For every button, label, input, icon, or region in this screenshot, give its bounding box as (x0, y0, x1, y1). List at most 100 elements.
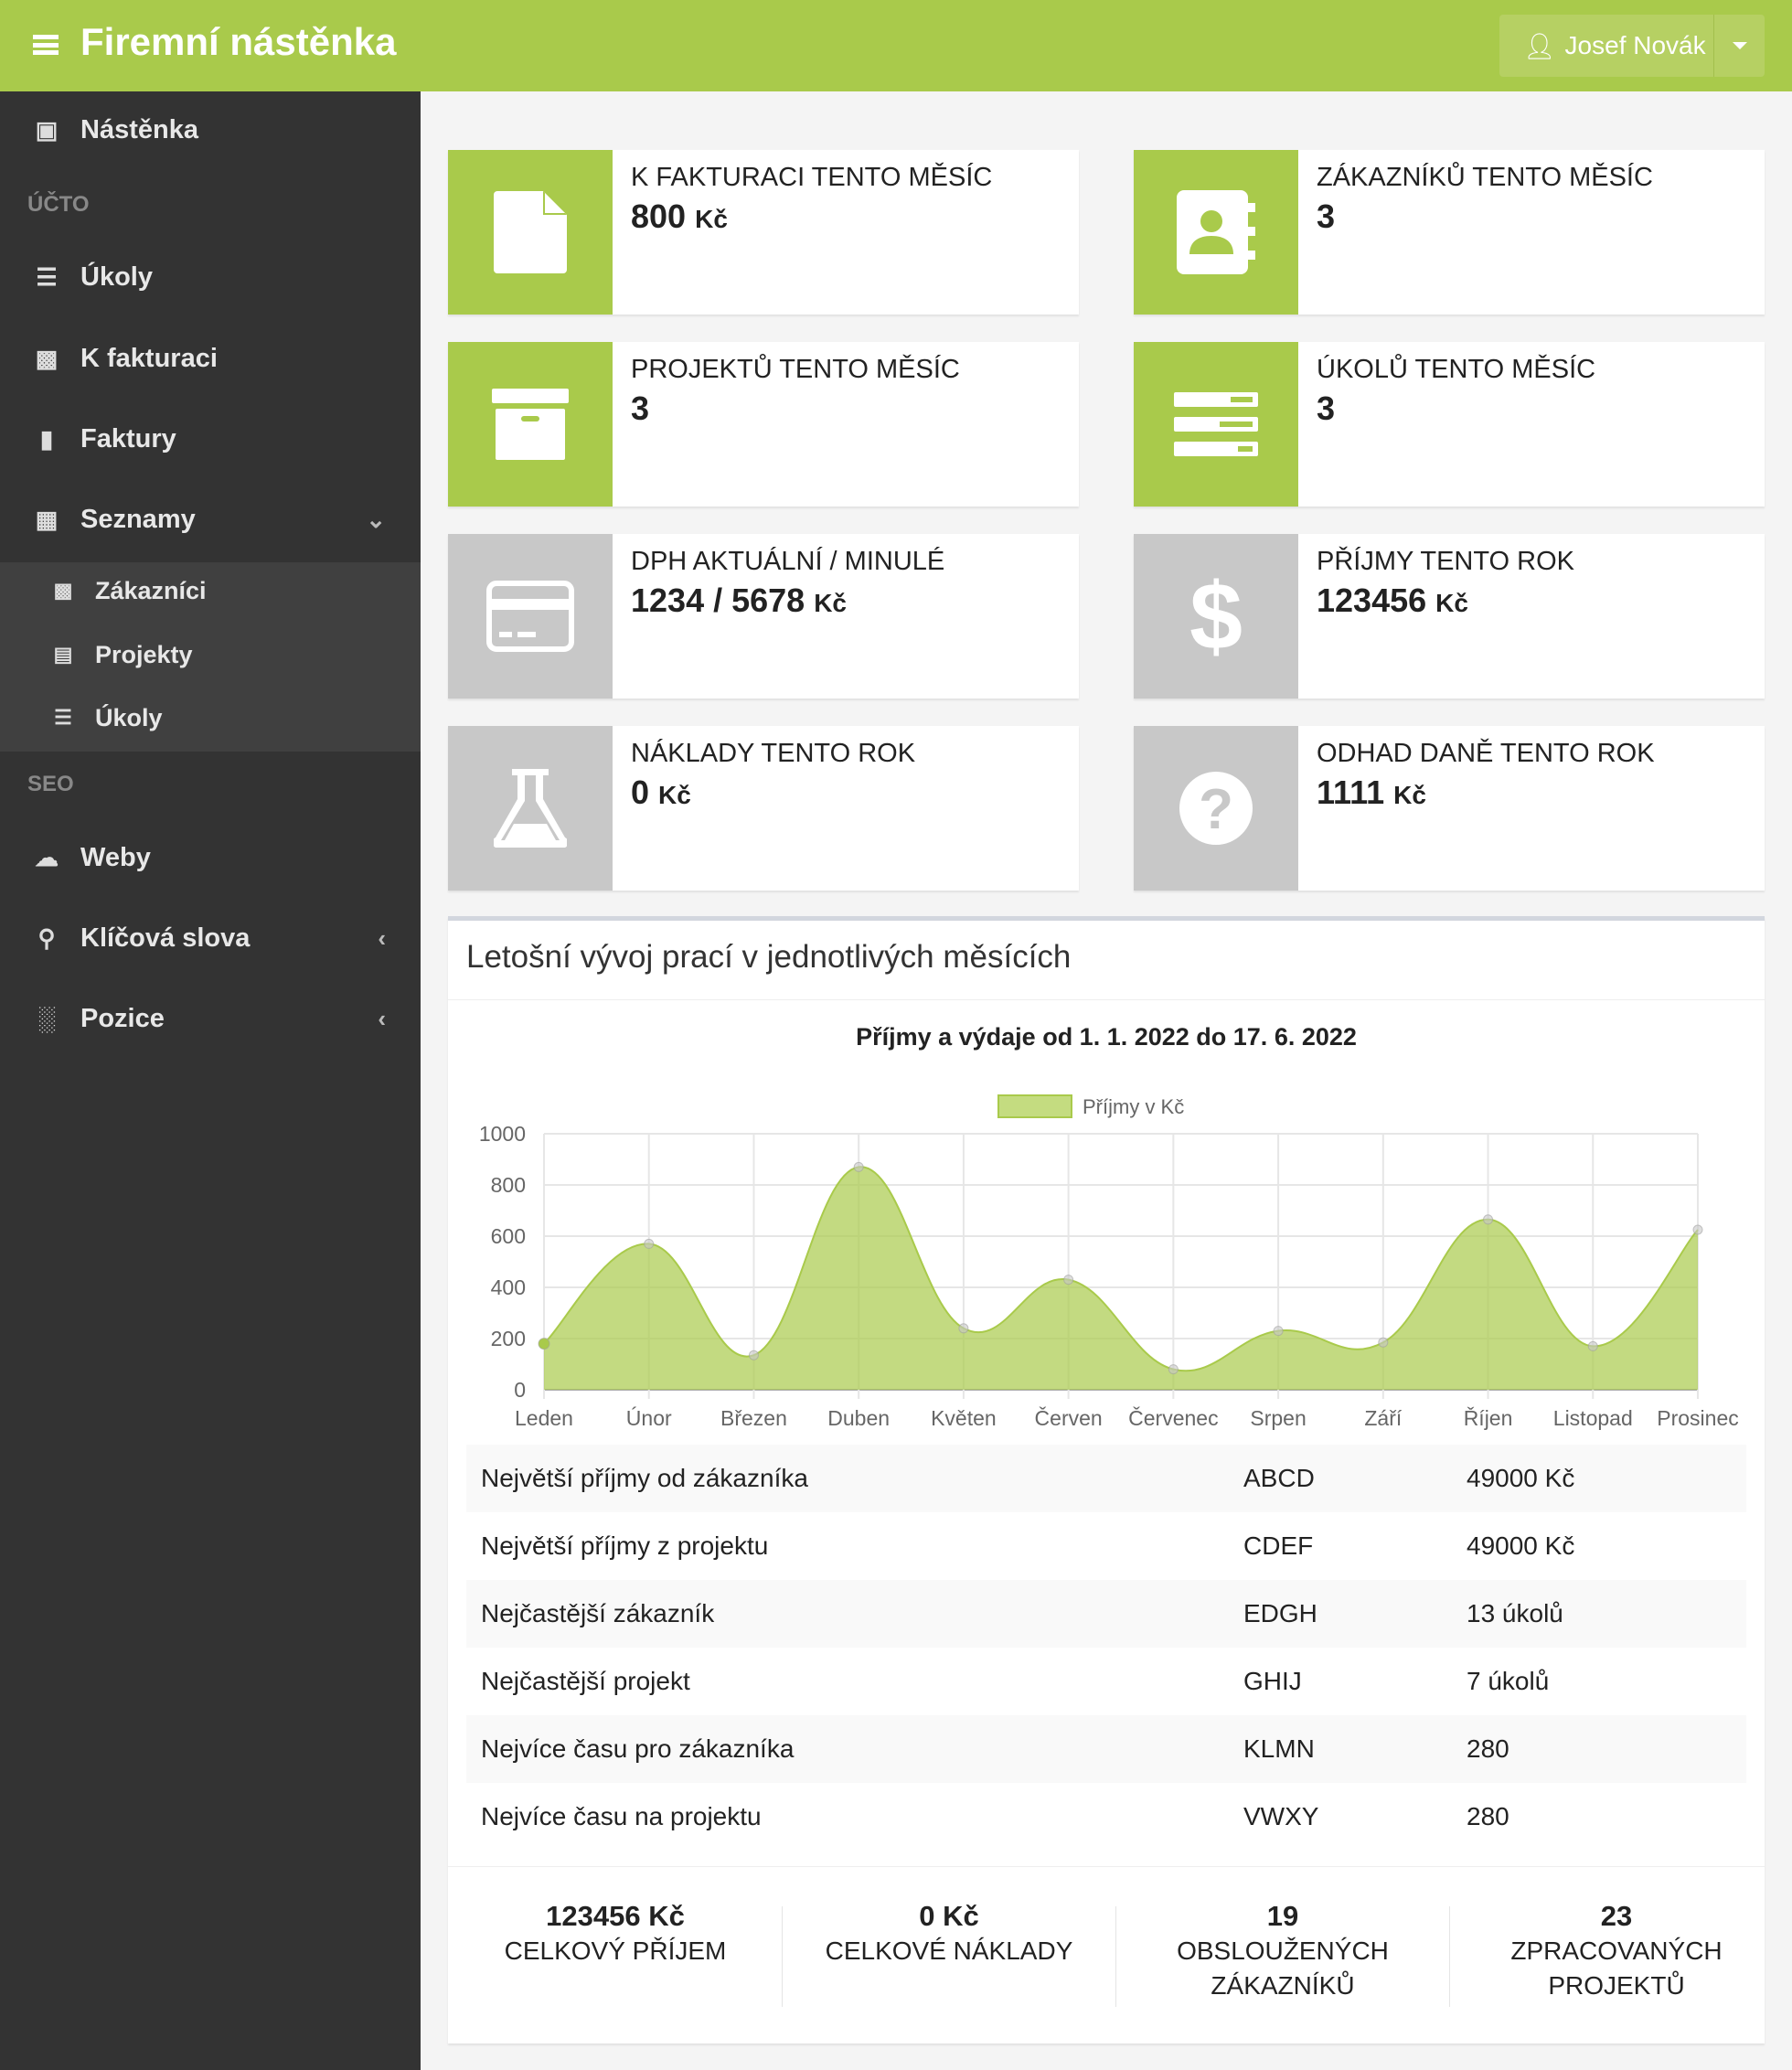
sidebar-item-nastenka[interactable]: ▣ Nástěnka (0, 102, 421, 157)
sidebar-item-label: Pozice (80, 1003, 165, 1033)
user-menu[interactable]: 👤︎ Josef Novák (1499, 15, 1765, 77)
file-icon (448, 150, 613, 315)
info-box: $ PŘÍJMY TENTO ROK 123456 Kč (1134, 534, 1765, 699)
stat-value: 123456 Kč (546, 1900, 685, 1932)
info-box: ? ODHAD DANĚ TENTO ROK 1111 Kč (1134, 726, 1765, 891)
info-box: NÁKLADY TENTO ROK 0 Kč (448, 726, 1079, 891)
x-tick-label: Květen (931, 1406, 997, 1430)
info-box: K FAKTURACI TENTO MĚSÍC 800 Kč (448, 150, 1079, 315)
list-card-icon: ▦ (35, 505, 59, 533)
table-row: Největší příjmy z projektu CDEF 49000 Kč (466, 1512, 1746, 1580)
y-tick-label: 0 (514, 1378, 526, 1402)
y-tick-label: 600 (491, 1224, 526, 1248)
y-tick-label: 800 (491, 1173, 526, 1197)
row-name: CDEF (1243, 1531, 1314, 1560)
file-icon: ▮ (39, 424, 54, 453)
row-label: Nejvíce času na projektu (481, 1802, 762, 1830)
sidebar-item-pozice[interactable]: ░ Pozice ‹ (0, 991, 421, 1046)
cloud-icon: ☁ (35, 843, 59, 871)
sidebar-item-ukoly[interactable]: ☰ Úkoly (0, 250, 421, 304)
x-tick-label: Únor (626, 1406, 672, 1430)
stat-label: OBSLOUŽENÝCH ZÁKAZNÍKŮ (1177, 1937, 1389, 2000)
credit-card-icon (448, 534, 613, 699)
row-label: Nejvíce času pro zákazníka (481, 1734, 795, 1763)
user-dropdown-toggle[interactable] (1713, 15, 1765, 77)
x-tick-label: Srpen (1250, 1406, 1306, 1430)
income-chart: Příjmy v Kč 0 200 400 600 800 1000 Leden Únor Bře… (479, 1094, 1739, 1430)
info-box-label: DPH AKTUÁLNÍ / MINULÉ (631, 547, 945, 576)
sidebar-item-label: Faktury (80, 423, 176, 453)
sidebar-item-projekty[interactable]: ▤ Projekty (0, 627, 421, 682)
x-tick-label: Prosinec (1657, 1406, 1738, 1430)
tasks-icon (1134, 342, 1298, 507)
info-box-value: 3 (631, 389, 650, 427)
slideshare-icon: ▣ (35, 115, 59, 144)
stat-value: 0 Kč (919, 1900, 979, 1932)
table-row: Nejčastější projekt GHIJ 7 úkolů (466, 1648, 1746, 1715)
y-tick-label: 1000 (479, 1122, 526, 1146)
sidebar-item-zakaznici[interactable]: ▩ Zákazníci (0, 563, 421, 618)
info-box-label: NÁKLADY TENTO ROK (631, 739, 916, 768)
sidebar-item-weby[interactable]: ☁ Weby (0, 830, 421, 885)
stat-label: CELKOVÝ PŘÍJEM (504, 1937, 727, 1965)
stats-panel: Letošní vývoj prací v jednotlivých měsíc… (448, 916, 1765, 2043)
sidebar-item-faktury[interactable]: ▮ Faktury (0, 411, 421, 466)
summary-stat: 123456 Kč CELKOVÝ PŘÍJEM (451, 1899, 780, 1969)
sidebar-item-label: Nástěnka (80, 114, 198, 144)
x-tick-label: Červen (1035, 1405, 1103, 1430)
data-point (644, 1238, 655, 1249)
sidebar-item-klicova-slova[interactable]: ⚲ Klíčová slova ‹ (0, 911, 421, 966)
data-point (1692, 1224, 1703, 1235)
sidebar-item-seznamy[interactable]: ▦ Seznamy ⌄ (0, 492, 421, 547)
info-box-value: 0 Kč (631, 774, 691, 811)
panel-title: Letošní vývoj prací v jednotlivých měsíc… (466, 939, 1072, 975)
row-label: Největší příjmy z projektu (481, 1531, 769, 1560)
chevron-down-icon: ⌄ (366, 505, 386, 533)
info-box-value: 123456 Kč (1317, 582, 1468, 619)
data-point (1273, 1326, 1284, 1337)
info-box: ZÁKAZNÍKŮ TENTO MĚSÍC 3 (1134, 150, 1765, 315)
x-tick-label: Duben (827, 1406, 890, 1430)
contact-icon: ▩ (53, 579, 73, 602)
info-box-value: 1234 / 5678 Kč (631, 582, 847, 619)
question-icon: ? (1134, 726, 1298, 891)
series-line (543, 1166, 1699, 1372)
table-row: Nejvíce času pro zákazníka KLMN 280 (466, 1715, 1746, 1783)
stat-label: ZPRACOVANÝCH PROJEKTŮ (1510, 1937, 1723, 2000)
dollar-icon: $ (1134, 534, 1298, 699)
svg-text:?: ? (1199, 778, 1233, 841)
data-point (1063, 1275, 1074, 1286)
row-label: Nejčastější projekt (481, 1667, 690, 1695)
sidebar-item-ukoly-sub[interactable]: ☰ Úkoly (0, 690, 421, 745)
info-box: DPH AKTUÁLNÍ / MINULÉ 1234 / 5678 Kč (448, 534, 1079, 699)
row-name: GHIJ (1243, 1667, 1302, 1695)
info-box-value: 3 (1317, 197, 1336, 235)
app-title[interactable]: Firemní nástěnka (80, 20, 397, 63)
info-box-label: K FAKTURACI TENTO MĚSÍC (631, 163, 993, 192)
chevron-left-icon: ‹ (378, 923, 386, 952)
info-box: PROJEKTŮ TENTO MĚSÍC 3 (448, 342, 1079, 507)
flask-icon (448, 726, 613, 891)
row-value: 13 úkolů (1467, 1599, 1563, 1627)
data-point (538, 1338, 550, 1350)
stat-value: 19 (1266, 1900, 1299, 1932)
row-value: 280 (1467, 1802, 1509, 1830)
chevron-left-icon: ‹ (378, 1004, 386, 1032)
info-box: ÚKOLŮ TENTO MĚSÍC 3 (1134, 342, 1765, 507)
sidebar-item-label: Zákazníci (95, 576, 207, 604)
stat-label: CELKOVÉ NÁKLADY (825, 1937, 1073, 1965)
tasks-icon: ☰ (54, 706, 72, 729)
legend-label: Příjmy v Kč (1083, 1095, 1184, 1118)
data-point (1587, 1340, 1598, 1351)
table-row: Nejvíce času na projektu VWXY 280 (466, 1783, 1746, 1851)
x-tick-label: Červenec (1128, 1405, 1218, 1430)
row-value: 49000 Kč (1467, 1464, 1575, 1492)
sidebar-item-k-fakturaci[interactable]: ▩ K fakturaci (0, 331, 421, 386)
info-box-label: ÚKOLŮ TENTO MĚSÍC (1317, 355, 1596, 384)
x-tick-label: Březen (720, 1406, 787, 1430)
menu-toggle-icon[interactable] (33, 35, 59, 55)
row-label: Nejčastější zákazník (481, 1599, 715, 1627)
caret-down-icon (1732, 42, 1747, 49)
x-tick-label: Září (1364, 1406, 1403, 1430)
x-tick-label: Listopad (1553, 1406, 1633, 1430)
